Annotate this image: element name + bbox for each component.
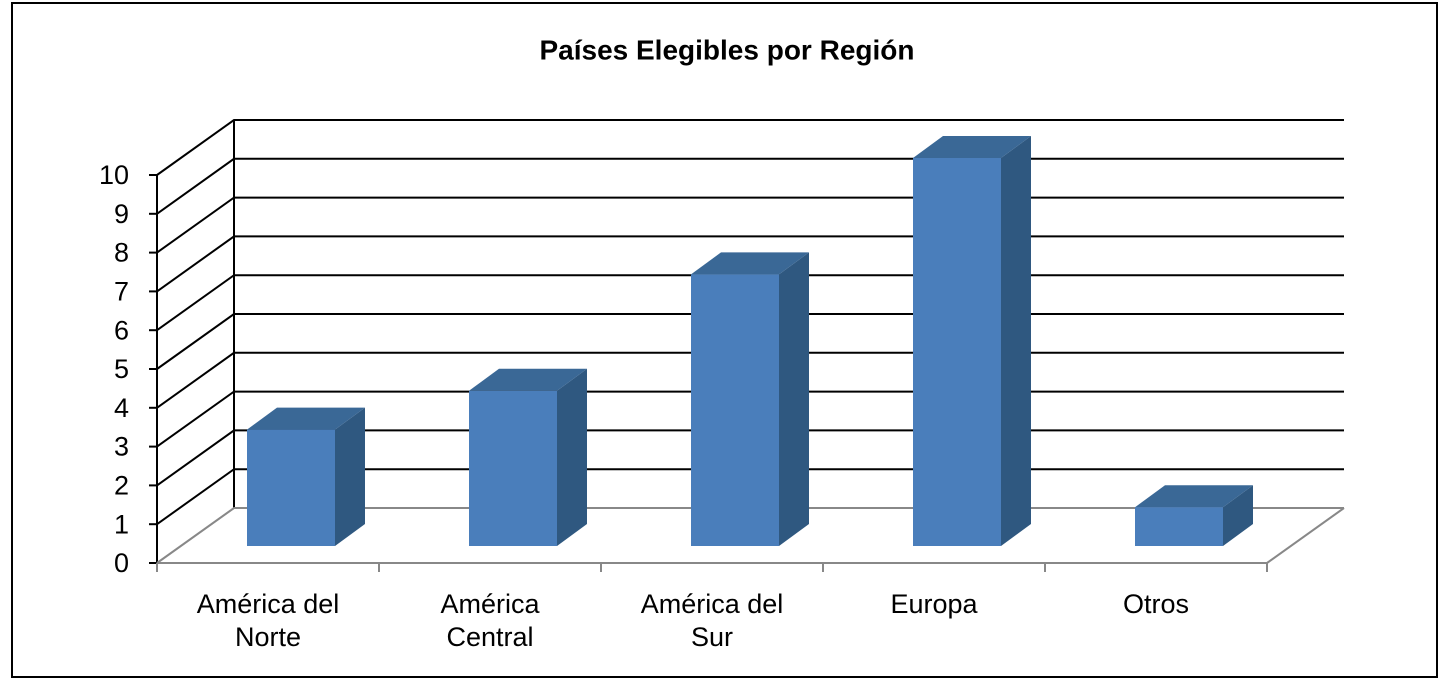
- grid-line: [156, 119, 1344, 176]
- y-tick-label: 5: [114, 354, 129, 384]
- bar-side: [1001, 136, 1031, 546]
- y-tick-label: 4: [114, 393, 129, 423]
- y-tick-label: 2: [114, 471, 129, 501]
- bar-top: [913, 136, 1031, 158]
- bar: [691, 274, 779, 546]
- bar-side: [1223, 485, 1253, 546]
- y-tick-label: 3: [114, 432, 129, 462]
- bar: [469, 390, 557, 546]
- floor-side: [1266, 507, 1345, 564]
- chart-title: Países Elegibles por Región: [539, 34, 914, 65]
- bar-side: [779, 252, 809, 546]
- bar-top: [1135, 485, 1253, 508]
- x-tick-label: Otros: [1122, 589, 1189, 619]
- x-tick-label: América del Sur: [640, 589, 784, 652]
- y-tick-label: 10: [99, 160, 129, 190]
- bar: [247, 429, 335, 546]
- bar: [913, 158, 1001, 546]
- y-tick-label: 0: [114, 548, 129, 578]
- bar-top: [469, 368, 587, 391]
- x-tick-label: América Central: [440, 589, 540, 652]
- bar-top: [691, 252, 809, 275]
- y-tick-label: 8: [114, 238, 129, 268]
- bar-side: [335, 407, 365, 546]
- x-tick-label: América del Norte: [196, 589, 340, 652]
- bar: [1135, 507, 1223, 546]
- y-tick-label: 7: [114, 277, 129, 307]
- x-tick-label: Europa: [890, 589, 978, 619]
- y-tick-label: 9: [114, 199, 129, 229]
- y-tick-label: 6: [114, 315, 129, 345]
- bar-side: [557, 368, 587, 546]
- y-tick-label: 1: [114, 509, 129, 539]
- bar-top: [247, 407, 365, 430]
